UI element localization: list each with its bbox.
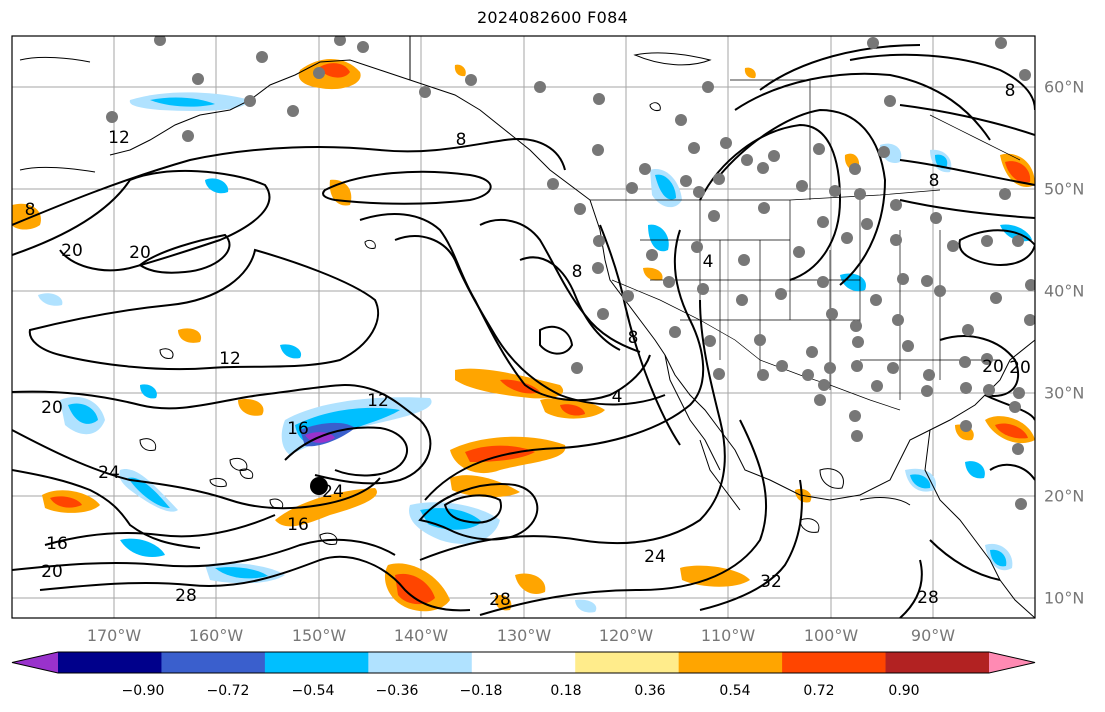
colorbar-segment — [58, 652, 162, 673]
lat-label: 20°N — [1044, 486, 1085, 506]
colorbar-segment — [885, 652, 990, 673]
lon-label: 160°W — [188, 626, 244, 645]
map-title: 2024082600 F084 — [476, 8, 629, 27]
colorbar-tick-label: −0.72 — [206, 683, 250, 699]
station-markers — [106, 36, 1035, 510]
colorbar-segment — [678, 652, 783, 673]
lat-label: 10°N — [1044, 588, 1085, 608]
graticule — [12, 36, 1035, 618]
contour-label: 16 — [287, 419, 309, 439]
lat-label: 40°N — [1044, 281, 1085, 301]
colorbar-tick-label: −0.36 — [375, 683, 419, 699]
contour-label: 8 — [572, 262, 583, 282]
colorbar-outline — [11, 651, 1036, 674]
contour-label: 12 — [108, 128, 130, 148]
lat-label: 60°N — [1044, 77, 1085, 97]
colorbar-tick-label: 0.72 — [803, 683, 835, 699]
contour-label: 28 — [175, 586, 197, 606]
contour-label: 4 — [703, 252, 714, 272]
colorbar — [11, 651, 1036, 674]
contour-label: 24 — [644, 547, 666, 567]
contour-label: 8 — [456, 130, 467, 150]
borders — [590, 79, 1021, 411]
colorbar-tick-label: −0.90 — [121, 683, 165, 699]
lon-label: 130°W — [496, 626, 552, 645]
colorbar-segment — [782, 652, 887, 673]
contour-label: 12 — [367, 391, 389, 411]
contour-label: 24 — [322, 482, 344, 502]
colorbar-extend-max — [989, 652, 1035, 673]
contour-label: 28 — [917, 588, 939, 608]
fine-contours — [139, 102, 844, 545]
lon-label: 90°W — [910, 626, 956, 645]
contour-label: 8 — [929, 171, 940, 191]
contour-label: 20 — [129, 243, 151, 263]
colorbar-segment — [575, 652, 680, 673]
contour-label: 4 — [612, 387, 623, 407]
colorbar-tick-label: 0.54 — [719, 683, 751, 699]
lon-label: 170°W — [86, 626, 142, 645]
contour-label: 8 — [25, 200, 36, 220]
contour-label: 8 — [1005, 81, 1016, 101]
contour-lines — [12, 44, 1035, 618]
colorbar-tick-label: 0.36 — [634, 683, 666, 699]
colorbar-extend-min — [12, 652, 58, 673]
contour-label: 16 — [287, 515, 309, 535]
lon-label: 150°W — [291, 626, 347, 645]
contour-label: 12 — [219, 349, 241, 369]
lon-label: 100°W — [803, 626, 859, 645]
lon-label: 140°W — [393, 626, 449, 645]
colorbar-tick-label: −0.54 — [291, 683, 335, 699]
contour-label: 32 — [760, 572, 782, 592]
contour-label: 20 — [41, 398, 63, 418]
contour-label: 24 — [98, 463, 120, 483]
colorbar-segment — [161, 652, 266, 673]
colorbar-tick-label: 0.90 — [888, 683, 920, 699]
contour-label-layer: 12 8 8 8 20 20 20 12 12 4 4 8 8 16 20 24… — [25, 81, 1031, 610]
lat-label: 30°N — [1044, 383, 1085, 403]
colorbar-segment — [264, 652, 369, 673]
contour-label: 16 — [46, 534, 68, 554]
lon-label: 110°W — [700, 626, 756, 645]
contour-label: 20 — [982, 357, 1004, 377]
colorbar-segment — [368, 652, 473, 673]
contour-label: 28 — [489, 590, 511, 610]
contour-label: 20 — [61, 241, 83, 261]
map-border — [11, 35, 1036, 619]
center-marker — [310, 477, 328, 495]
contour-label: 20 — [1009, 358, 1031, 378]
lon-label: 120°W — [598, 626, 654, 645]
colorbar-tick-label: 0.18 — [550, 683, 582, 699]
contour-label: 20 — [41, 562, 63, 582]
contour-label: 8 — [628, 328, 639, 348]
negative-shading — [38, 92, 1032, 613]
colorbar-segment — [471, 652, 576, 673]
lat-label: 50°N — [1044, 179, 1085, 199]
colorbar-tick-label: −0.18 — [459, 683, 503, 699]
